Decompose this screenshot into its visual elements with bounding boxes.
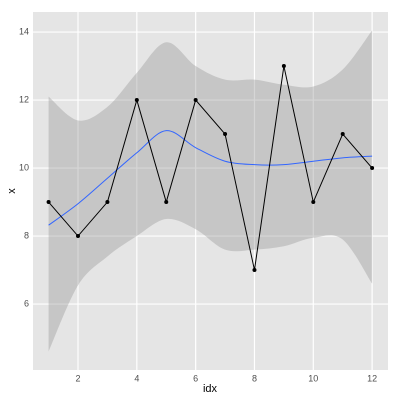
data-point [46, 200, 51, 205]
x-tick-label: 10 [308, 373, 318, 383]
y-axis-label: x [6, 188, 18, 194]
data-point [223, 132, 228, 137]
y-tick-label: 12 [19, 94, 29, 104]
data-point [193, 98, 198, 103]
x-tick-label: 2 [75, 373, 80, 383]
data-point [281, 64, 286, 69]
x-tick-label: 12 [367, 373, 377, 383]
smooth-line [48, 130, 373, 226]
x-tick-label: 6 [193, 373, 198, 383]
x-axis-label: idx [203, 383, 218, 395]
data-point [134, 98, 139, 103]
data-line [48, 65, 373, 271]
x-tick-label: 8 [252, 373, 257, 383]
y-tick-label: 8 [24, 230, 29, 240]
data-point [370, 166, 375, 171]
x-tick-label: 4 [134, 373, 139, 383]
y-tick-label: 6 [24, 298, 29, 308]
data-point [340, 132, 345, 137]
data-point [311, 200, 316, 205]
panel [33, 12, 388, 370]
y-tick-label: 14 [19, 26, 29, 36]
data-point [252, 268, 257, 273]
data-point [164, 200, 169, 205]
data-point [105, 200, 110, 205]
confidence-band [48, 30, 373, 352]
y-tick-label: 10 [19, 162, 29, 172]
data-point [76, 234, 80, 239]
